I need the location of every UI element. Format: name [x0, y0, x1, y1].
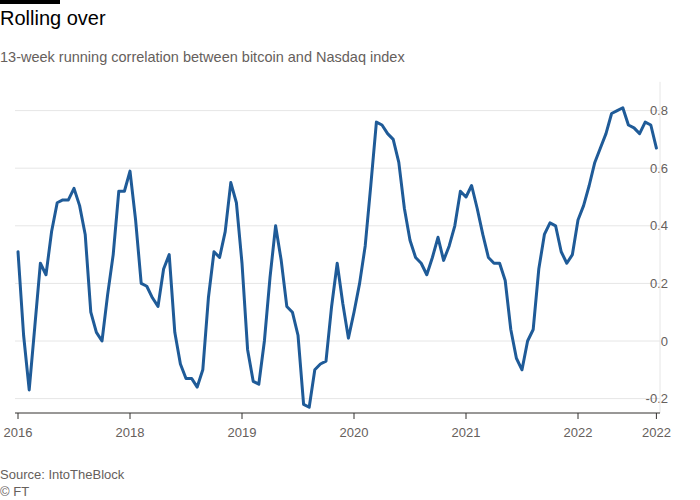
grid-line [15, 225, 660, 226]
x-tick [578, 413, 579, 419]
x-tick [130, 413, 131, 419]
x-tick-label: 2019 [228, 425, 257, 440]
y-tick-label: 0.2 [650, 276, 668, 291]
grid-line [15, 398, 660, 399]
line [18, 108, 656, 408]
grid-line [15, 283, 660, 284]
grid-line [15, 110, 660, 111]
plot-area [18, 108, 656, 408]
x-tick [354, 413, 355, 419]
x-tick-label: 2022 [564, 425, 593, 440]
subtitle: 13-week running correlation between bitc… [0, 49, 405, 65]
x-tick [242, 413, 243, 419]
title: Rolling over [0, 7, 106, 29]
background [0, 0, 700, 500]
grid-line [15, 168, 660, 169]
x-tick [466, 413, 467, 419]
grid-line [15, 341, 660, 342]
x-tick [18, 413, 19, 419]
y-axis-line [660, 82, 661, 413]
x-tick-label: 2018 [116, 425, 145, 440]
credit: © FT [0, 484, 29, 499]
x-tick-label: 2016 [4, 425, 33, 440]
y-tick-label: -0.2 [646, 391, 668, 406]
x-tick [656, 413, 657, 419]
x-tick-label: 2021 [452, 425, 481, 440]
y-tick-label: 0 [661, 334, 668, 349]
chart: Rolling over 13-week running correlation … [0, 0, 700, 500]
y-tick-label: 0.4 [650, 218, 668, 233]
x-axis-line [15, 413, 660, 414]
y-tick-label: 0.8 [650, 103, 668, 118]
y-tick-label: 0.6 [650, 161, 668, 176]
header-bar [0, 0, 60, 4]
x-tick-label: 2020 [340, 425, 369, 440]
x-tick-label: 2022 [642, 425, 671, 440]
source: Source: IntoTheBlock [0, 467, 125, 482]
